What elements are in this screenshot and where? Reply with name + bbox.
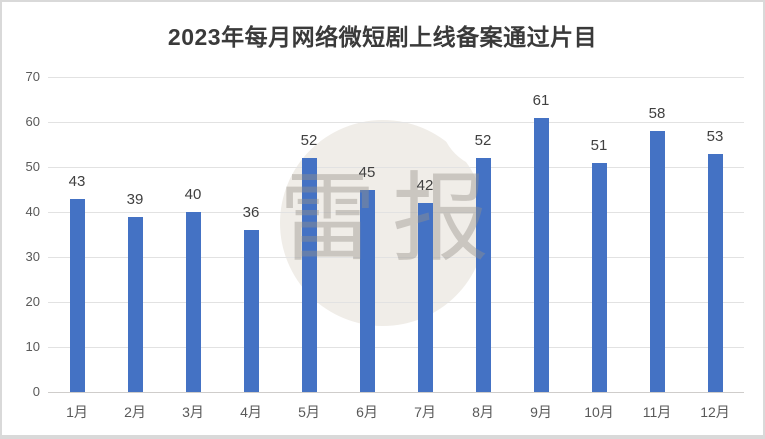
bar-8月 — [475, 158, 491, 392]
bar-value-label-3月: 40 — [184, 186, 202, 203]
x-axis-category-label-1月: 1月 — [66, 404, 88, 420]
bar-value-label-11月: 58 — [648, 105, 666, 122]
bar-7月 — [417, 203, 433, 392]
bar-6月 — [359, 189, 375, 392]
gridline-0 — [48, 392, 744, 393]
x-axis-category-label-11月: 11月 — [642, 404, 672, 420]
gridline-10 — [48, 347, 744, 348]
x-axis-category-label-12月: 12月 — [700, 404, 730, 420]
y-axis-tick-label-40: 40 — [25, 204, 40, 219]
bar-1月 — [69, 198, 85, 392]
bar-11月 — [649, 131, 665, 392]
y-axis-tick-label-70: 70 — [25, 69, 40, 84]
gridline-20 — [48, 302, 744, 303]
chart-title: 2023年每月网络微短剧上线备案通过片目 — [167, 24, 598, 50]
gridline-50 — [48, 167, 744, 168]
bar-9月 — [533, 117, 549, 392]
x-axis-category-label-6月: 6月 — [356, 404, 378, 420]
bar-value-label-6月: 45 — [358, 163, 376, 181]
bar-value-label-8月: 52 — [474, 132, 492, 149]
x-axis-category-label-7月: 7月 — [414, 404, 436, 420]
bar-value-label-1月: 43 — [68, 172, 86, 190]
y-axis-tick-label-20: 20 — [25, 294, 40, 309]
gridline-30 — [48, 257, 744, 258]
bar-10月 — [591, 162, 607, 392]
x-axis-category-label-9月: 9月 — [530, 404, 552, 420]
y-axis-tick-label-30: 30 — [25, 249, 40, 264]
bar-5月 — [301, 158, 317, 392]
x-axis-category-label-2月: 2月 — [124, 404, 146, 420]
gridline-60 — [48, 122, 744, 123]
gridline-70 — [48, 77, 744, 78]
y-axis-tick-label-60: 60 — [25, 114, 40, 129]
bar-value-label-2月: 39 — [126, 190, 144, 208]
bar-12月 — [707, 153, 723, 392]
y-axis-tick-label-10: 10 — [25, 339, 40, 354]
bar-2月 — [127, 216, 143, 392]
watermark-circle-notch — [440, 65, 544, 169]
x-axis-category-label-10月: 10月 — [584, 404, 614, 420]
x-axis-category-label-5月: 5月 — [298, 404, 320, 420]
bar-value-label-7月: 42 — [416, 177, 434, 194]
bar-value-label-10月: 51 — [590, 136, 608, 154]
x-axis-category-label-3月: 3月 — [182, 404, 204, 420]
bar-value-label-12月: 53 — [706, 127, 724, 145]
bar-4月 — [243, 230, 259, 392]
x-axis-category-label-8月: 8月 — [472, 404, 494, 420]
y-axis-tick-label-50: 50 — [25, 159, 40, 174]
gridline-40 — [48, 212, 744, 213]
bar-value-label-5月: 52 — [300, 132, 318, 149]
bar-value-label-4月: 36 — [242, 204, 260, 221]
x-axis-category-label-4月: 4月 — [240, 404, 262, 420]
bar-value-label-9月: 61 — [532, 91, 550, 109]
y-axis-tick-label-0: 0 — [32, 384, 40, 399]
bar-3月 — [185, 212, 201, 392]
